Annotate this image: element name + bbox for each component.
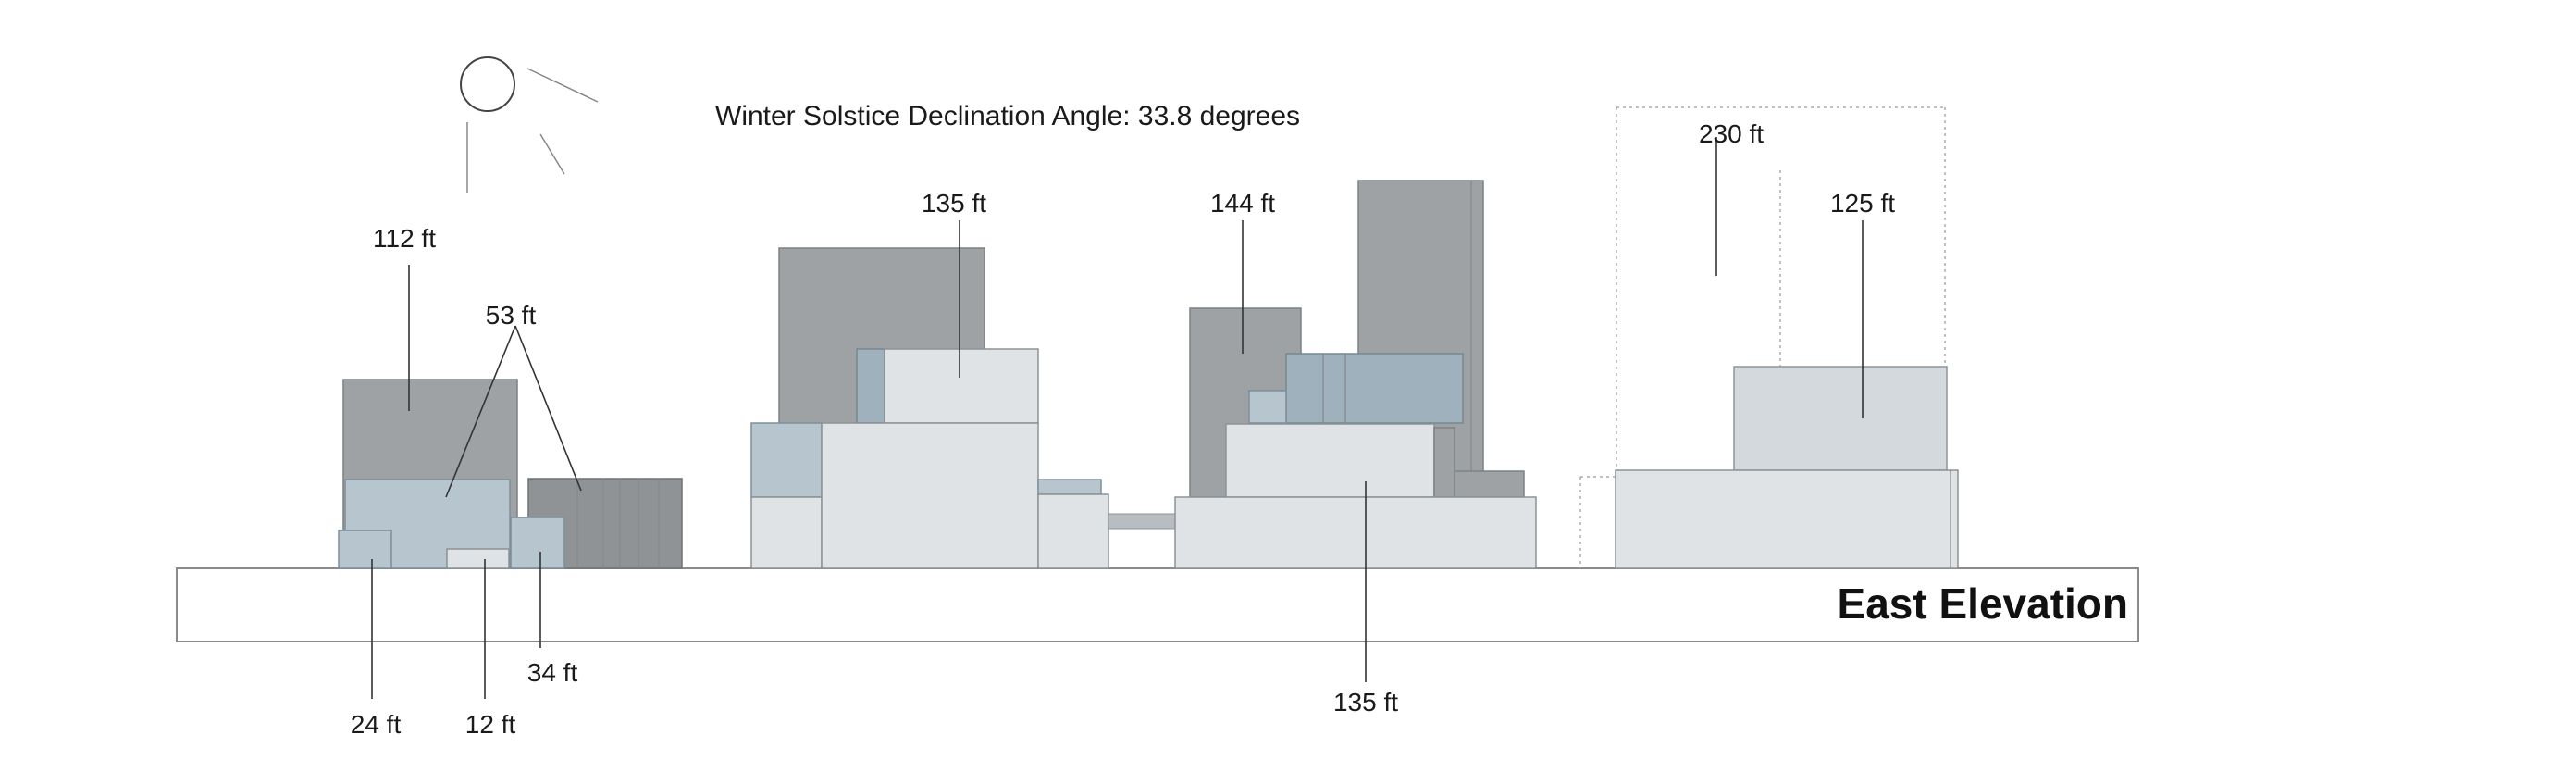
- label-144ft: 144 ft: [1210, 189, 1275, 218]
- label-12ft: 12 ft: [465, 710, 516, 739]
- label-24ft: 24 ft: [351, 710, 402, 739]
- declination-title: Winter Solstice Declination Angle: 33.8 …: [715, 101, 1300, 131]
- label-53ft: 53 ft: [486, 301, 537, 330]
- label-125ft: 125 ft: [1830, 189, 1895, 218]
- sun-icon: [460, 56, 599, 193]
- building-group-1: [338, 379, 683, 569]
- building-group-3: [1174, 180, 1537, 569]
- building-group-2: [750, 247, 1178, 569]
- elevation-label: East Elevation: [1838, 579, 2128, 628]
- ground-base: [176, 567, 2139, 642]
- label-135ft-group2: 135 ft: [922, 189, 986, 218]
- label-34ft: 34 ft: [527, 658, 578, 687]
- label-112ft: 112 ft: [373, 224, 436, 253]
- leader-lines: [371, 137, 1864, 699]
- label-135ft-group3: 135 ft: [1333, 688, 1398, 716]
- label-230ft: 230 ft: [1699, 119, 1764, 148]
- building-group-4: [1579, 106, 1959, 569]
